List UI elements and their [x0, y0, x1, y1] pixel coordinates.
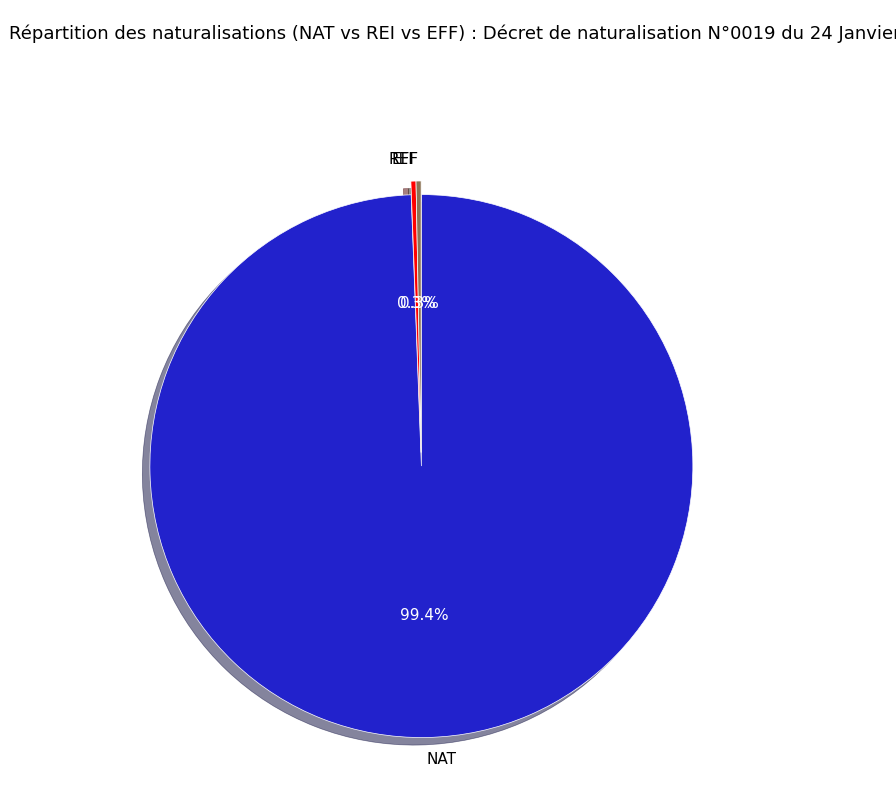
Text: Répartition des naturalisations (NAT vs REI vs EFF) : Décret de naturalisation N: Répartition des naturalisations (NAT vs … — [9, 24, 896, 43]
Text: 0.3%: 0.3% — [398, 296, 436, 311]
Wedge shape — [150, 195, 693, 738]
Text: EFF: EFF — [392, 152, 418, 166]
Wedge shape — [411, 181, 421, 452]
Text: NAT: NAT — [426, 751, 457, 767]
Text: REI: REI — [388, 152, 413, 167]
Text: 0.3%: 0.3% — [401, 296, 439, 310]
Wedge shape — [416, 181, 421, 452]
Text: 99.4%: 99.4% — [400, 608, 449, 623]
